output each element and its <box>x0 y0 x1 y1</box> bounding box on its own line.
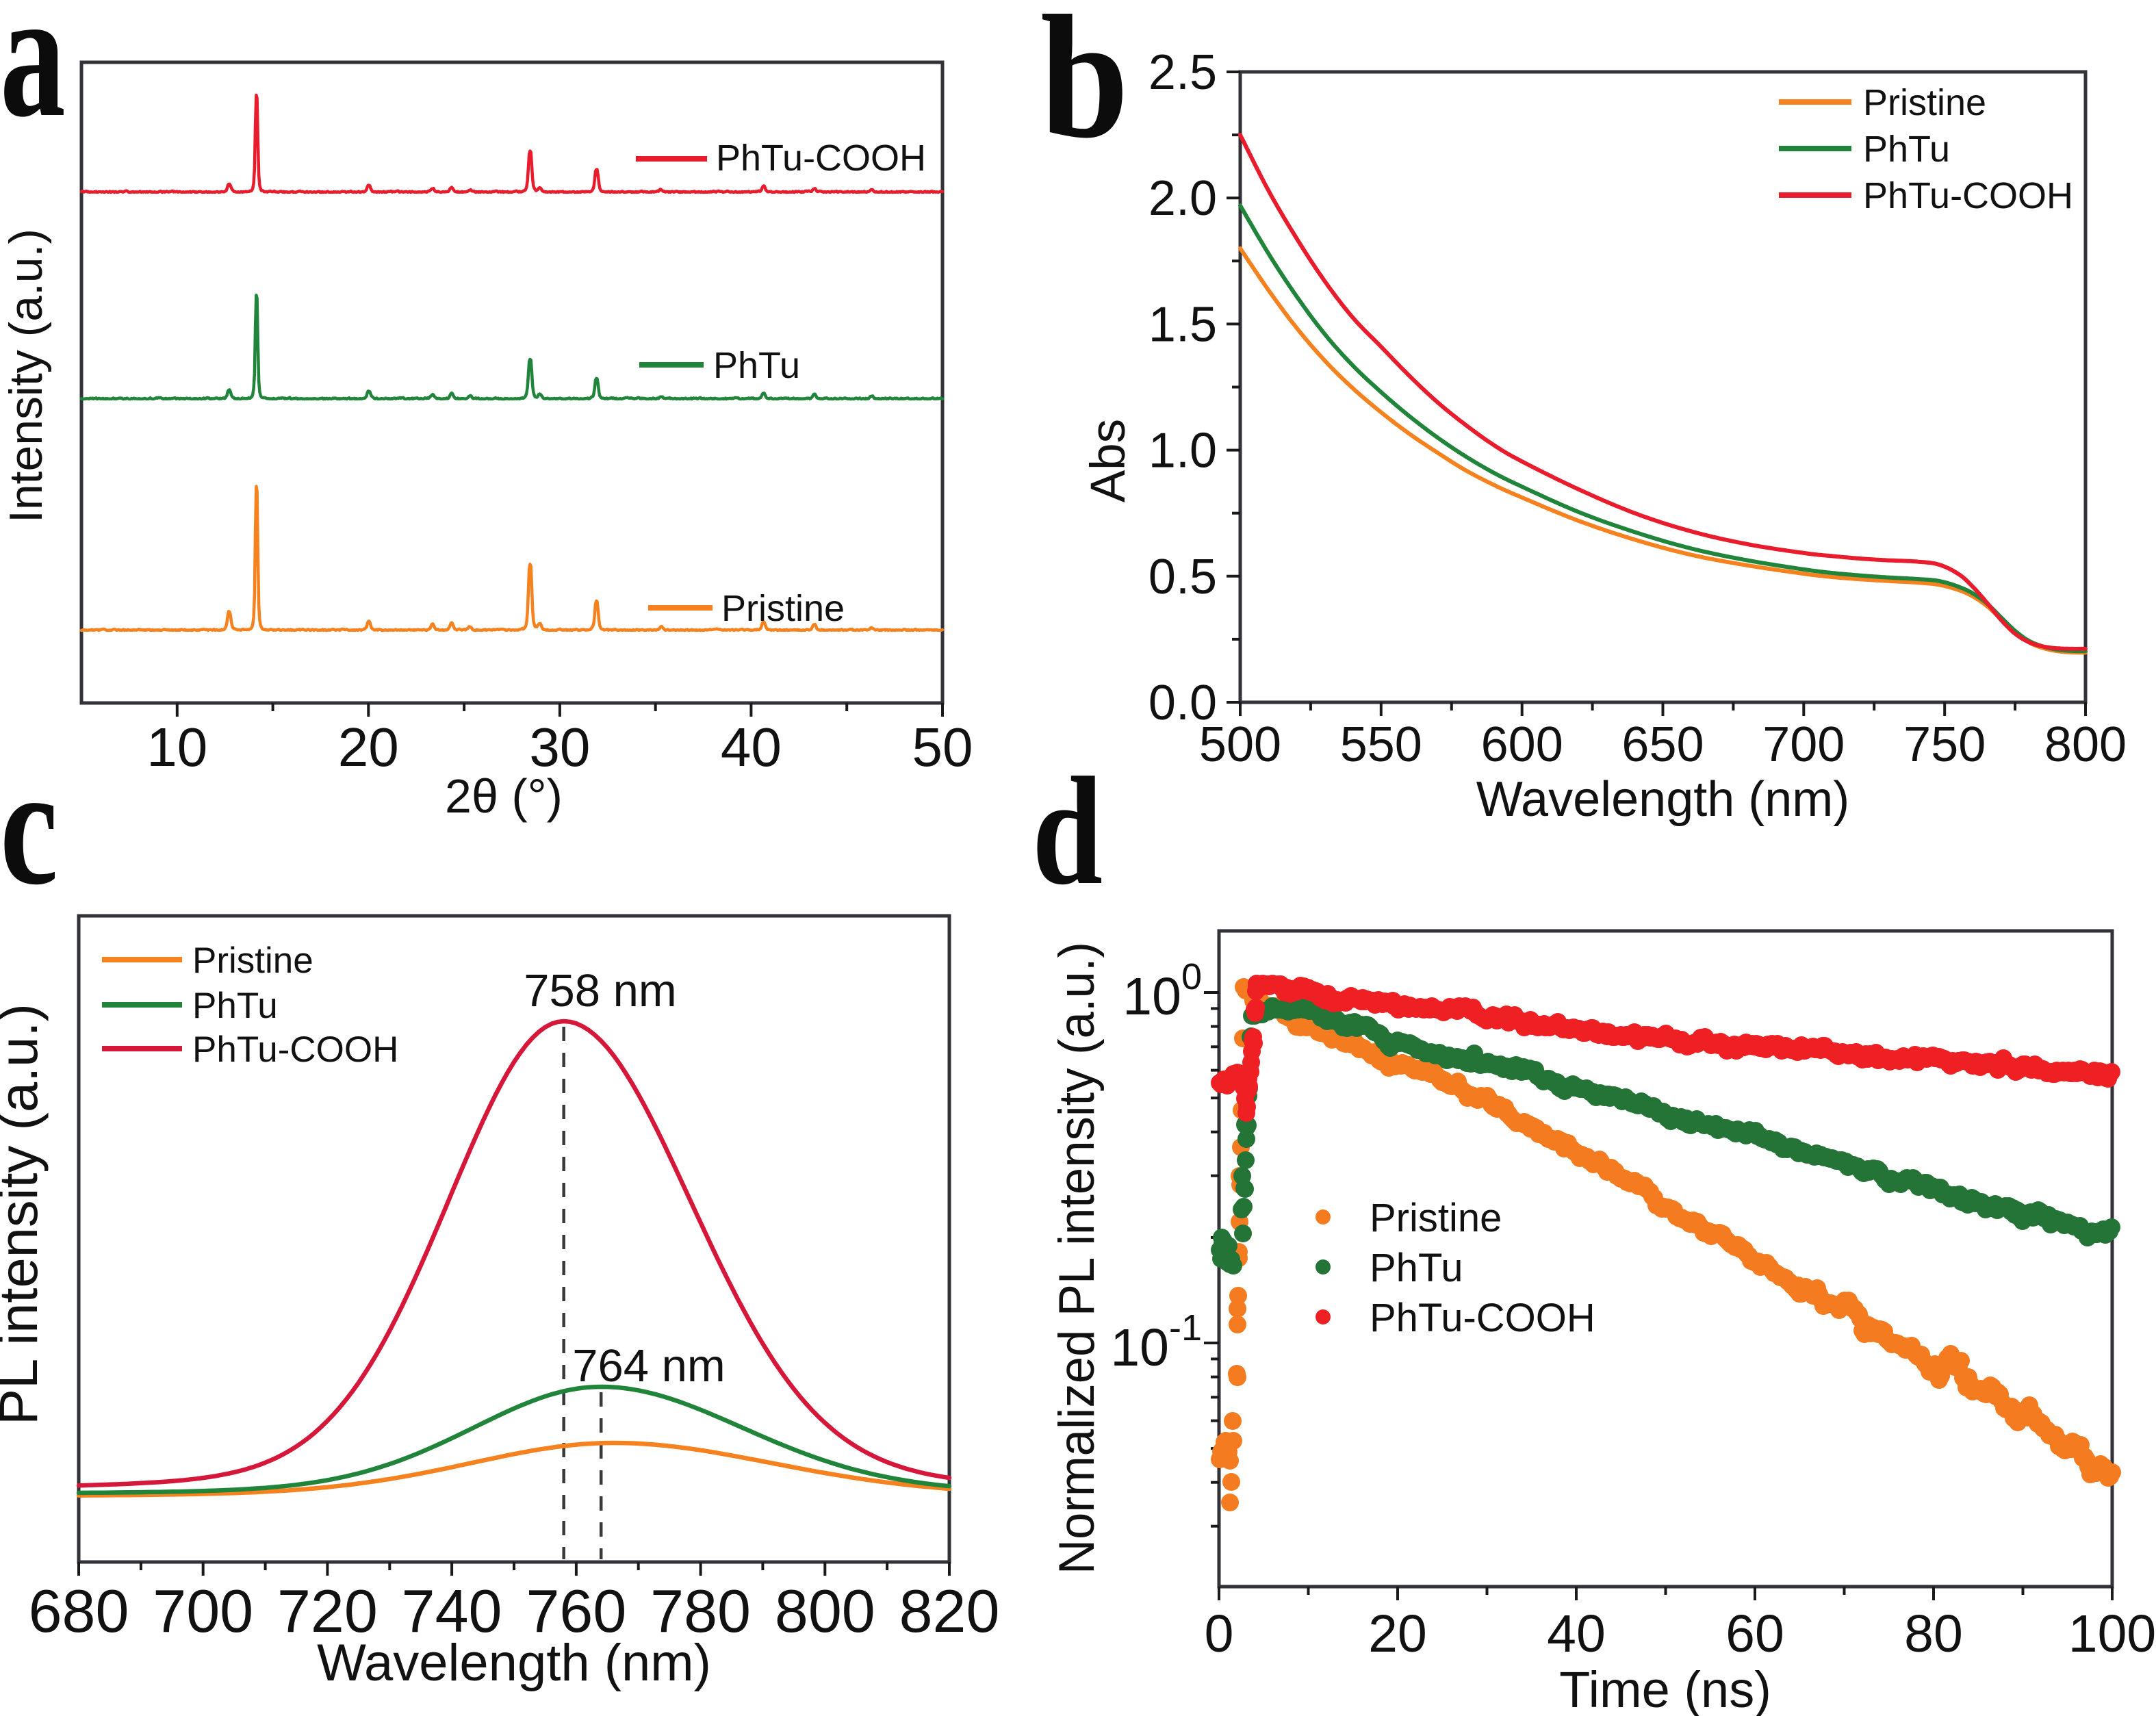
svg-text:c: c <box>0 732 58 920</box>
svg-text:750: 750 <box>1903 717 1986 772</box>
svg-text:PhTu-COOH: PhTu-COOH <box>1863 175 2073 216</box>
svg-text:d: d <box>1032 745 1103 917</box>
svg-text:PhTu-COOH: PhTu-COOH <box>716 138 926 179</box>
svg-text:650: 650 <box>1621 717 1704 772</box>
svg-text:1.5: 1.5 <box>1148 297 1217 352</box>
svg-text:0: 0 <box>1205 1604 1234 1663</box>
svg-text:20: 20 <box>338 717 399 778</box>
svg-text:780: 780 <box>650 1577 751 1645</box>
svg-text:2.0: 2.0 <box>1148 171 1217 226</box>
svg-text:30: 30 <box>529 717 590 778</box>
svg-text:740: 740 <box>402 1577 502 1645</box>
svg-text:PhTu: PhTu <box>713 345 800 386</box>
svg-text:Pristine: Pristine <box>721 588 845 629</box>
svg-text:Normalized PL intensity (a.u.): Normalized PL intensity (a.u.) <box>1049 942 1105 1574</box>
svg-text:Intensity (a.u.): Intensity (a.u.) <box>0 229 52 523</box>
svg-text:PhTu-COOH: PhTu-COOH <box>192 1029 398 1070</box>
svg-text:20: 20 <box>1368 1604 1427 1663</box>
svg-text:Pristine: Pristine <box>1863 82 1986 123</box>
svg-text:100: 100 <box>2068 1604 2156 1663</box>
svg-text:10: 10 <box>146 717 207 778</box>
svg-text:2θ (°): 2θ (°) <box>445 769 563 823</box>
svg-text:Pristine: Pristine <box>192 940 313 981</box>
svg-text:80: 80 <box>1904 1604 1963 1663</box>
svg-text:2.5: 2.5 <box>1148 45 1217 100</box>
svg-text:PhTu: PhTu <box>1863 129 1950 170</box>
svg-text:758 nm: 758 nm <box>524 965 676 1016</box>
svg-text:Time (ns): Time (ns) <box>1559 1661 1771 1716</box>
svg-text:PhTu: PhTu <box>1370 1246 1463 1290</box>
svg-text:40: 40 <box>1547 1604 1606 1663</box>
svg-text:PhTu: PhTu <box>192 986 278 1026</box>
svg-text:820: 820 <box>899 1577 1000 1645</box>
svg-text:a: a <box>0 0 66 155</box>
svg-text:0.5: 0.5 <box>1148 550 1217 604</box>
svg-text:0.0: 0.0 <box>1148 676 1217 730</box>
svg-text:Abs: Abs <box>1081 419 1135 502</box>
svg-text:Pristine: Pristine <box>1370 1196 1502 1240</box>
svg-text:700: 700 <box>1762 717 1845 772</box>
svg-text:40: 40 <box>721 717 782 778</box>
svg-text:700: 700 <box>153 1577 253 1645</box>
svg-text:760: 760 <box>526 1577 626 1645</box>
svg-text:Wavelength (nm): Wavelength (nm) <box>1476 772 1850 827</box>
svg-text:680: 680 <box>29 1577 129 1645</box>
svg-text:764 nm: 764 nm <box>572 1340 725 1392</box>
svg-text:50: 50 <box>912 717 973 778</box>
svg-text:800: 800 <box>775 1577 875 1645</box>
svg-text:600: 600 <box>1481 717 1563 772</box>
svg-text:60: 60 <box>1725 1604 1784 1663</box>
svg-text:500: 500 <box>1199 717 1281 772</box>
svg-text:1.0: 1.0 <box>1148 424 1217 478</box>
svg-text:Wavelength (nm): Wavelength (nm) <box>317 1634 711 1692</box>
svg-text:720: 720 <box>277 1577 378 1645</box>
svg-text:b: b <box>1040 0 1129 175</box>
svg-text:800: 800 <box>2044 717 2127 772</box>
svg-text:PL intensity (a.u.): PL intensity (a.u.) <box>0 1003 49 1425</box>
svg-text:550: 550 <box>1340 717 1422 772</box>
svg-text:PhTu-COOH: PhTu-COOH <box>1370 1296 1595 1340</box>
